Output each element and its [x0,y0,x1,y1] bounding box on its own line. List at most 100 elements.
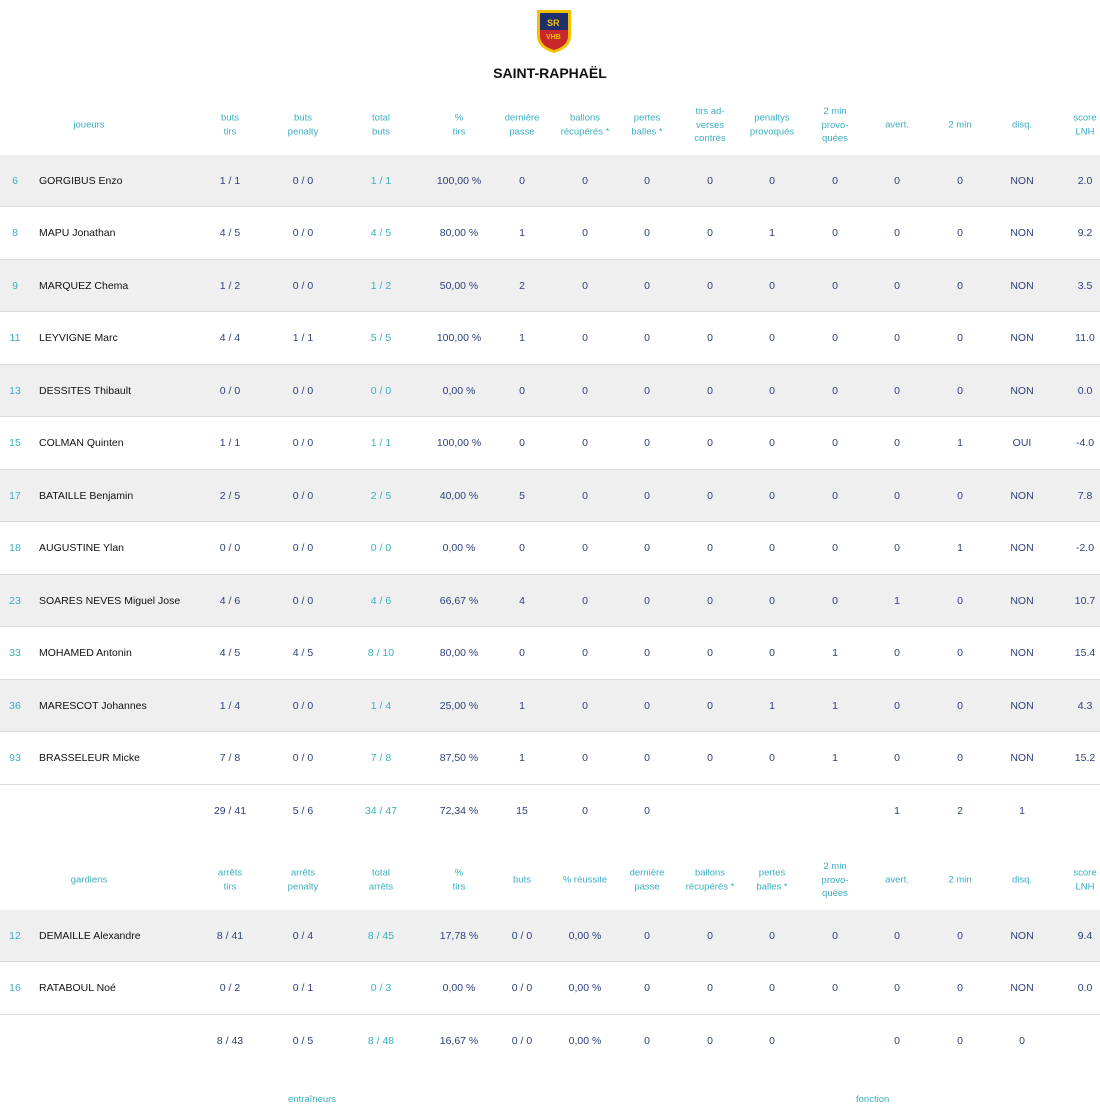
column-header[interactable]: % tirs [452,112,466,138]
goalkeeper-row[interactable]: 12 DEMAILLE Alexandre 8 / 41 0 / 4 8 / 45 17,… [0,910,1100,962]
stat-cell: 0 [707,982,713,994]
player-row[interactable]: 36 MARESCOT Johannes 1 / 4 0 / 0 1 / 4 25,00 … [0,680,1100,732]
player-row[interactable]: 9 MARQUEZ Chema 1 / 2 0 / 0 1 / 2 50,00 % 2 0 0 0… [0,260,1100,312]
stat-cell: 8 / 41 [216,929,244,942]
total-cell: 2 [957,805,963,817]
stat-cell: 0 [894,752,900,764]
column-header[interactable]: % réussite [562,874,608,886]
column-header[interactable]: ballons récupérés * [560,112,610,138]
player-row[interactable]: 17 BATAILLE Benjamin 2 / 5 0 / 0 2 / 5 40,00 … [0,470,1100,522]
total-cell: 34 / 47 [364,805,398,817]
column-header[interactable]: pertes balles * [756,867,788,893]
player-name[interactable]: GORGIBUS Enzo [39,174,123,187]
stat-cell: 1 / 2 [219,279,241,292]
stat-cell: 0 [894,332,900,344]
stat-cell: 0 [894,227,900,239]
player-row[interactable]: 11 LEYVIGNE Marc 4 / 4 1 / 1 5 / 5 100,00 % 1 0… [0,313,1100,365]
total-cell: 72,34 % [439,805,479,817]
player-row[interactable]: 23 SOARES NEVES Miguel Jose 4 / 6 0 / 0 4 / … [0,575,1100,627]
stat-cell: NON [1010,752,1034,764]
column-header[interactable]: pertes balles * [631,112,663,138]
player-row[interactable]: 6 GORGIBUS Enzo 1 / 1 0 / 0 1 / 1 100,00 % 0 0 0… [0,155,1100,207]
column-header[interactable]: arrêts tirs [217,867,243,893]
player-row[interactable]: 15 COLMAN Quinten 1 / 1 0 / 0 1 / 1 100,00 % 0… [0,418,1100,470]
stat-cell: 0 [769,752,775,764]
column-header[interactable]: tirs ad- verses contrés [694,105,726,144]
player-name[interactable]: COLMAN Quinten [39,437,124,449]
player-row[interactable]: 33 MOHAMED Antonin 4 / 5 4 / 5 8 / 10 80,00 %… [0,628,1100,680]
player-row[interactable]: 93 BRASSELEUR Micke 7 / 8 0 / 0 7 / 8 87,50 %… [0,733,1100,785]
stat-cell: 0 [707,384,713,397]
column-header[interactable]: total buts [372,112,390,138]
column-header[interactable]: avert. [885,874,909,886]
stat-cell: 1 / 2 [370,279,392,292]
stat-cell: 0 / 0 [292,699,314,712]
player-name[interactable]: BATAILLE Benjamin [39,489,134,502]
stat-cell: 0,00 % [568,929,602,942]
stat-cell: 4 / 5 [219,647,241,659]
column-header[interactable]: disq. [1011,874,1033,886]
stat-cell: NON [1010,227,1034,239]
jersey-number: 33 [9,647,21,659]
column-header[interactable]: buts tirs [221,112,239,138]
column-header[interactable]: dernière passe [629,867,665,893]
total-cell: 0 [769,1035,775,1047]
player-name[interactable]: DESSITES Thibault [39,384,132,397]
column-header[interactable]: penaltys provoqués [749,112,795,138]
player-name[interactable]: MARESCOT Johannes [39,699,147,712]
player-name[interactable]: MAPU Jonathan [39,227,116,239]
stat-cell: 11.0 [1075,332,1095,344]
stat-cell: 0 [582,437,588,449]
column-header[interactable]: 2 min [948,874,972,886]
player-row[interactable]: 8 MAPU Jonathan 4 / 5 0 / 0 4 / 5 80,00 % 1 0 0 0… [0,208,1100,260]
column-header[interactable]: total arrêts [368,867,394,893]
stat-cell: 0,00 % [442,384,476,397]
player-row[interactable]: 18 AUGUSTINE Ylan 0 / 0 0 / 0 0 / 0 0,00 % 0 0 0… [0,523,1100,575]
stat-cell: 0 [957,279,963,292]
stat-cell: 0 [644,647,650,659]
stat-cell: 80,00 % [439,227,479,239]
total-cell: 8 / 48 [367,1035,395,1047]
stat-cell: 0 [707,332,713,344]
stat-cell: -4.0 [1075,437,1095,449]
jersey-number: 8 [12,227,18,239]
column-header[interactable]: disq. [1011,119,1033,131]
player-name[interactable]: BRASSELEUR Micke [39,752,140,764]
stat-cell: 0 [832,437,838,449]
stat-cell: 0.0 [1077,982,1093,994]
stat-cell: 0 / 0 [292,752,314,764]
column-header[interactable]: % tirs [452,867,466,893]
stat-cell: 0 / 0 [370,384,392,397]
column-header[interactable]: score LNH [1073,867,1097,893]
player-name[interactable]: MOHAMED Antonin [39,647,132,659]
column-header[interactable]: 2 min provo- quées [821,860,849,899]
column-header[interactable]: buts penalty [287,112,319,138]
player-name[interactable]: DEMAILLE Alexandre [39,929,141,942]
player-name[interactable]: RATABOUL Noé [39,982,116,994]
stat-cell: 0 [894,542,900,554]
total-cell: 5 / 6 [292,805,314,817]
column-header[interactable]: score LNH [1073,112,1097,138]
stat-cell: 0 / 0 [219,384,241,397]
column-header[interactable]: dernière passe [504,112,540,138]
goalkeeper-row[interactable]: 16 RATABOUL Noé 0 / 2 0 / 1 0 / 3 0,00 % 0 / 0… [0,963,1100,1015]
stat-cell: 4 [519,594,525,607]
player-name[interactable]: LEYVIGNE Marc [39,332,118,344]
column-header[interactable]: avert. [885,119,909,131]
stat-cell: 0 [644,982,650,994]
column-header[interactable]: 2 min provo- quées [821,105,849,144]
stat-cell: 0 [769,594,775,607]
player-name[interactable]: SOARES NEVES Miguel Jose [39,594,181,607]
column-header[interactable]: 2 min [948,119,972,131]
stat-cell: 1 / 4 [219,699,241,712]
stat-cell: 0 [707,279,713,292]
stat-cell: 0 [832,542,838,554]
jersey-number: 17 [9,489,21,502]
player-name[interactable]: AUGUSTINE Ylan [39,542,124,554]
column-header[interactable]: buts [513,874,531,886]
stat-cell: 0 [707,489,713,502]
player-name[interactable]: MARQUEZ Chema [39,279,129,292]
column-header[interactable]: ballons récupérés * [685,867,735,893]
player-row[interactable]: 13 DESSITES Thibault 0 / 0 0 / 0 0 / 0 0,00 %… [0,365,1100,417]
column-header[interactable]: arrêts penalty [287,867,319,893]
